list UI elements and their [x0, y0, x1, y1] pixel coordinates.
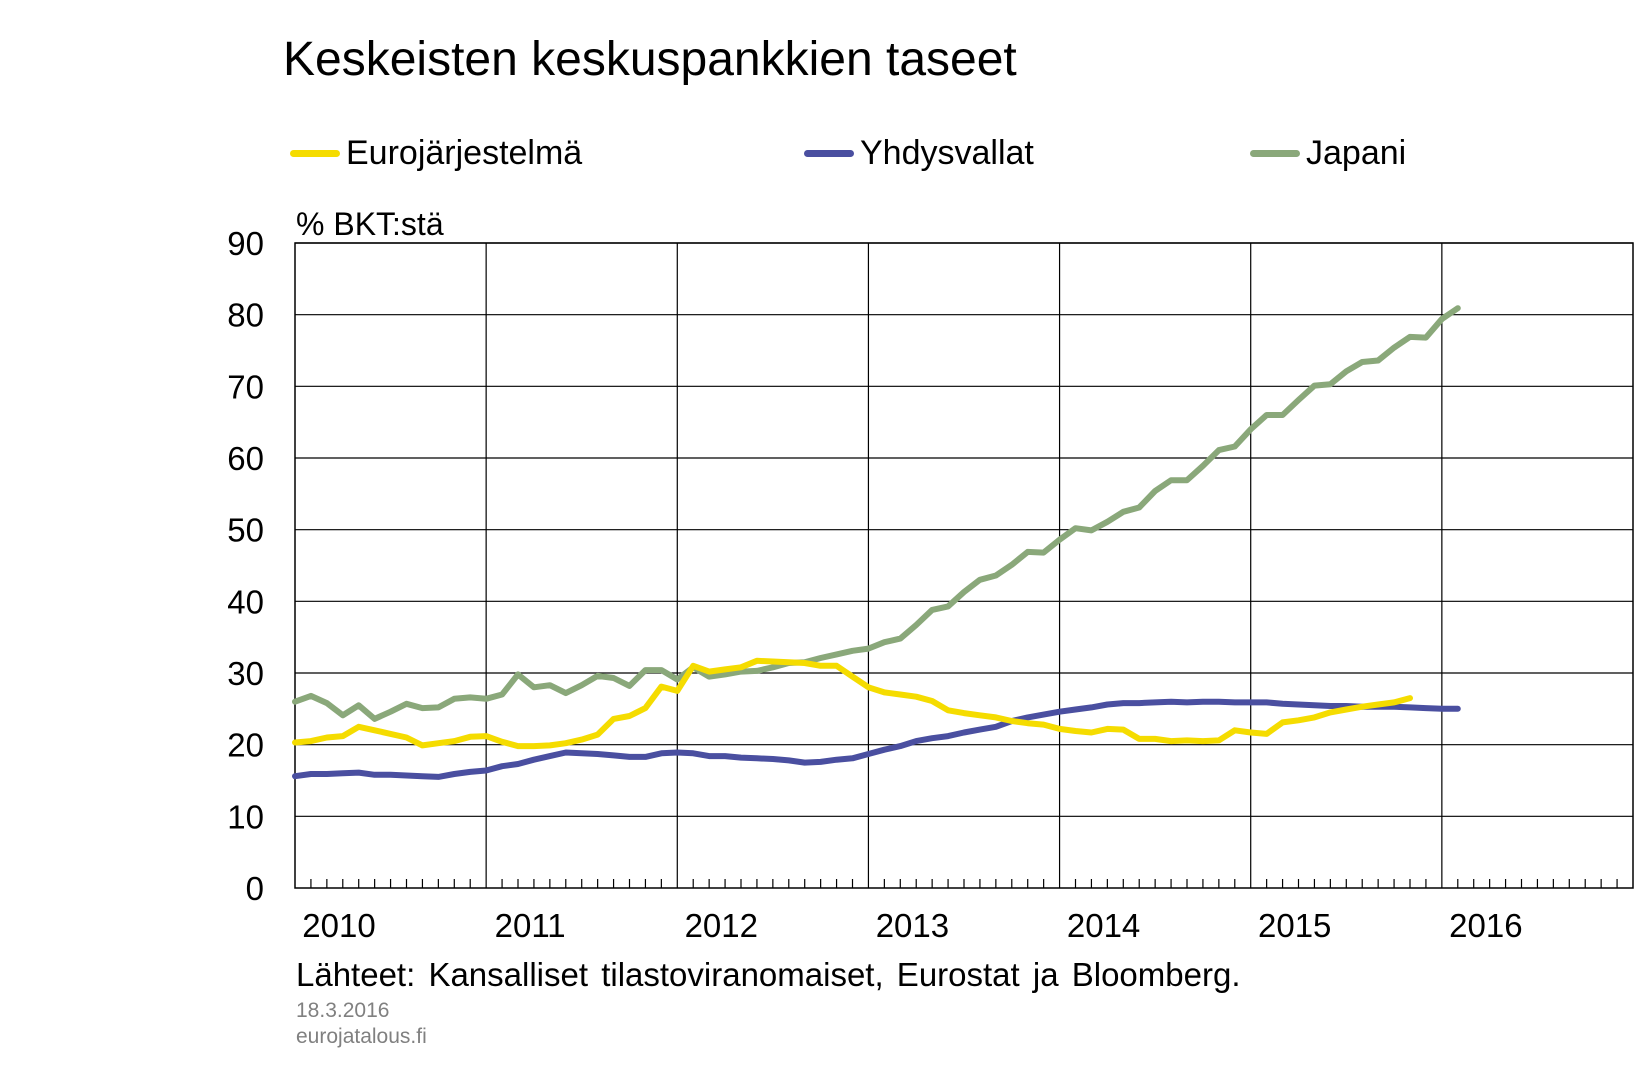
x-tick-label: 2012	[685, 907, 758, 944]
series-line-eurojarjestelma	[292, 657, 1413, 750]
x-tick-label: 2010	[302, 907, 375, 944]
x-tick-label: 2011	[495, 907, 566, 944]
y-tick-label: 80	[227, 297, 264, 334]
source-note: Lähteet: Kansalliset tilastoviranomaiset…	[296, 956, 1241, 993]
legend-swatch-eurojarjestelma	[290, 149, 340, 157]
y-tick-label: 40	[227, 583, 264, 620]
x-tick-label: 2013	[876, 907, 949, 944]
legend-label-japani: Japani	[1306, 133, 1407, 172]
chart-title: Keskeisten keskuspankkien taseet	[283, 33, 1017, 86]
x-tick-label: 2015	[1258, 907, 1331, 944]
y-tick-label: 30	[227, 655, 264, 692]
legend-label-yhdysvallat: Yhdysvallat	[860, 133, 1034, 172]
legend-item-japani: Japani	[1250, 133, 1406, 173]
series-line-yhdysvallat	[292, 698, 1461, 780]
y-tick-label: 90	[227, 225, 264, 262]
y-axis-unit-label: % BKT:stä	[296, 206, 444, 242]
y-tick-label: 10	[227, 798, 264, 835]
y-tick-label: 20	[227, 727, 264, 764]
legend-swatch-yhdysvallat	[804, 149, 854, 157]
y-tick-label: 60	[227, 440, 264, 477]
legend-swatch-japani	[1250, 149, 1300, 157]
site-name: eurojatalous.fi	[296, 1025, 427, 1048]
legend-item-eurojarjestelma: Eurojärjestelmä	[290, 133, 582, 173]
y-tick-label: 70	[227, 368, 264, 405]
y-tick-label: 0	[246, 870, 264, 907]
y-tick-label: 50	[227, 512, 264, 549]
legend-item-yhdysvallat: Yhdysvallat	[804, 133, 1034, 173]
publish-date: 18.3.2016	[296, 999, 390, 1022]
legend-label-eurojarjestelma: Eurojärjestelmä	[346, 133, 583, 172]
x-tick-label: 2016	[1449, 907, 1522, 944]
series-line-japani	[292, 305, 1461, 722]
x-tick-label: 2014	[1067, 907, 1140, 944]
plot-frame	[294, 242, 1634, 889]
